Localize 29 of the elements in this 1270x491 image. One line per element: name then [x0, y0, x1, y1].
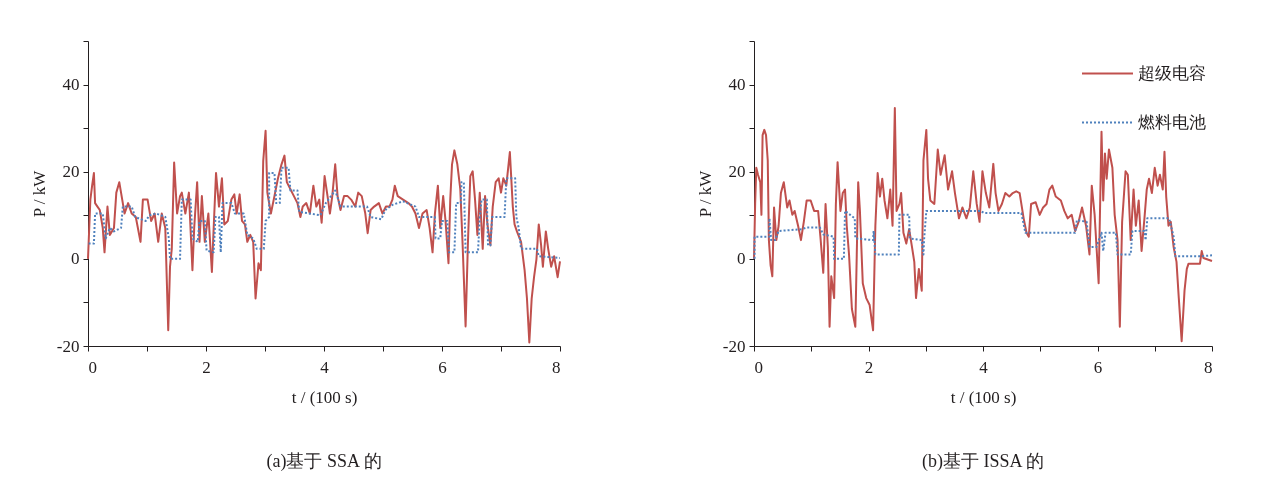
y-tick-label: 40	[62, 75, 80, 95]
x-tick-label: 8	[552, 357, 561, 377]
x-tick-label: 2	[202, 357, 211, 377]
x-tick-label: 0	[88, 357, 97, 377]
y-tick-label: 0	[737, 249, 746, 269]
x-tick-label: 6	[1093, 357, 1103, 377]
x-tick-label: 8	[1204, 357, 1213, 377]
line-series	[753, 107, 1213, 343]
y-axis-title: P / kW	[695, 169, 715, 218]
x-tick-label: 4	[320, 357, 330, 377]
y-tick-label: 0	[71, 249, 80, 269]
line-series	[87, 166, 561, 260]
y-axis-title: P / kW	[29, 169, 49, 218]
x-axis-title: t / (100 s)	[291, 387, 358, 407]
x-tick-label: 0	[754, 357, 763, 377]
y-tick-label: 20	[62, 162, 80, 182]
legend-label: 超级电容	[1138, 63, 1206, 83]
y-tick-label: 40	[728, 75, 746, 95]
x-axis-title: t / (100 s)	[950, 387, 1017, 407]
y-tick-label: -20	[56, 336, 80, 356]
y-tick-label: -20	[722, 336, 746, 356]
y-tick-label: 20	[728, 162, 746, 182]
line-series	[753, 209, 1213, 260]
text: (b)基于 ISSA 的	[921, 451, 1045, 472]
text: (a)基于 SSA 的	[266, 451, 382, 472]
x-tick-label: 4	[979, 357, 989, 377]
x-tick-label: 2	[864, 357, 874, 377]
x-tick-label: 6	[438, 357, 447, 377]
legend-label: 燃料电池	[1138, 112, 1206, 132]
